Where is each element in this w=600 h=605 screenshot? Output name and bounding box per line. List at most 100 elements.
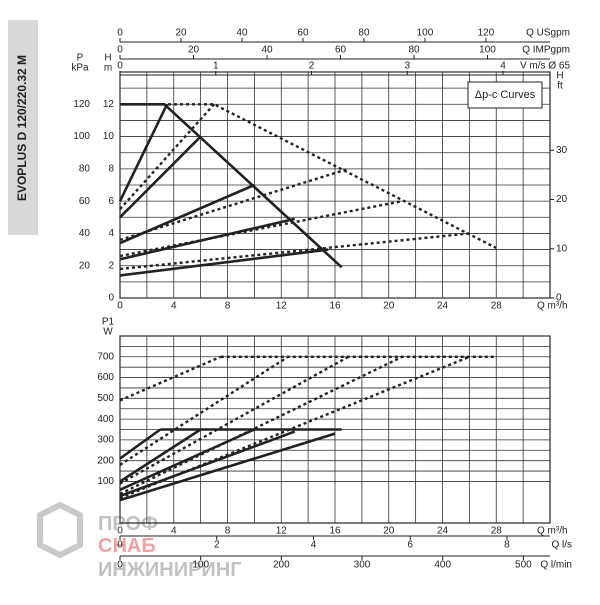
- y-tick-label: 2: [108, 260, 114, 271]
- curve: [119, 355, 289, 466]
- y-tick-label: 100: [97, 476, 114, 487]
- bottom-axis-label: Q l/min: [540, 560, 572, 571]
- left-axis-label: P: [77, 53, 84, 64]
- watermark-text: ИНЖИНИРИНГ: [98, 559, 242, 581]
- legend-box: [467, 81, 543, 109]
- curve: [119, 432, 336, 502]
- curve: [119, 428, 202, 483]
- top-tick-label: 2: [309, 61, 315, 72]
- x-tick-label: 0: [117, 526, 123, 537]
- bottom-tick-label: 0: [117, 540, 123, 551]
- curve: [119, 103, 215, 211]
- top-tick-label: 0: [117, 45, 123, 56]
- y-tick-label: 400: [97, 414, 114, 425]
- curve: [119, 167, 349, 242]
- curve: [119, 135, 202, 219]
- curve: [119, 217, 295, 261]
- top-axis-label: Q IMPgpm: [522, 45, 570, 56]
- y-axis-label: H: [104, 53, 111, 64]
- top-tick-label: 4: [500, 61, 506, 72]
- top-tick-label: 60: [297, 28, 309, 39]
- bottom-tick-label: 0: [117, 560, 123, 571]
- left-axis-unit: kPa: [71, 63, 89, 74]
- curve: [119, 232, 470, 271]
- right-axis-label: H: [556, 71, 563, 82]
- y-tick-label: 300: [97, 435, 114, 446]
- curve: [119, 355, 403, 495]
- top-axis-label: V m/s Ø 65: [520, 61, 570, 72]
- x-tick-label: 4: [171, 301, 177, 312]
- x-tick-label: 28: [491, 526, 503, 537]
- y-axis-unit: m: [104, 63, 112, 74]
- y-tick-label: 10: [103, 131, 115, 142]
- y-tick-label: 600: [97, 372, 114, 383]
- x-axis-label: Q m³/h: [537, 301, 568, 312]
- left-tick-label: 80: [79, 163, 91, 174]
- legend-text: Δp-c Curves: [475, 89, 536, 101]
- curve: [119, 355, 222, 402]
- bottom-tick-label: 200: [273, 560, 290, 571]
- chart-title: EVOPLUS D 120/220.32 M: [15, 55, 29, 201]
- x-tick-label: 24: [437, 301, 449, 312]
- bottom-tick-label: 400: [434, 560, 451, 571]
- top-tick-label: 60: [335, 45, 347, 56]
- top-axis-label: Q USgpm: [526, 28, 570, 39]
- x-axis-label: Q m³/h: [537, 526, 568, 537]
- right-tick-label: 20: [556, 194, 568, 205]
- watermark-text: ПРОФ: [98, 513, 158, 535]
- top-tick-label: 0: [117, 61, 123, 72]
- curve: [118, 103, 169, 202]
- left-tick-label: 120: [73, 99, 90, 110]
- top-tick-label: 1: [213, 61, 219, 72]
- watermark: ПРОФ СНАБ ИНЖИНИРИНГ: [37, 501, 242, 581]
- top-tick-label: 3: [405, 61, 411, 72]
- top-tick-label: 40: [236, 28, 248, 39]
- x-tick-label: 24: [437, 526, 449, 537]
- left-tick-label: 40: [79, 228, 91, 239]
- bottom-axis-label: Q l/s: [551, 540, 572, 551]
- top-tick-label: 40: [261, 45, 273, 56]
- bottom-tick-label: 2: [214, 540, 220, 551]
- x-tick-label: 20: [383, 301, 395, 312]
- top-tick-label: 80: [408, 45, 420, 56]
- x-tick-label: 12: [276, 301, 288, 312]
- top-tick-label: 100: [479, 45, 496, 56]
- watermark-logo: [37, 501, 83, 559]
- bottom-tick-label: 8: [504, 540, 510, 551]
- top-tick-label: 20: [175, 28, 187, 39]
- y-tick-label: 8: [108, 163, 114, 174]
- x-tick-label: 16: [329, 301, 341, 312]
- y-axis-label: P1: [102, 317, 115, 328]
- x-tick-label: 20: [383, 526, 395, 537]
- x-tick-label: 0: [117, 301, 123, 312]
- y-tick-label: 0: [108, 293, 114, 304]
- left-tick-label: 100: [73, 131, 90, 142]
- watermark-text: СНАБ: [98, 535, 156, 557]
- right-tick-label: 0: [556, 293, 562, 304]
- x-tick-label: 8: [225, 301, 231, 312]
- top-tick-label: 80: [358, 28, 370, 39]
- curve: [119, 248, 329, 277]
- left-tick-label: 60: [79, 196, 91, 207]
- right-tick-label: 10: [556, 243, 568, 254]
- bottom-tick-label: 500: [515, 560, 532, 571]
- x-tick-label: 16: [329, 526, 341, 537]
- y-tick-label: 12: [103, 99, 115, 110]
- curve: [119, 428, 162, 460]
- bottom-tick-label: 100: [192, 560, 209, 571]
- top-tick-label: 20: [188, 45, 200, 56]
- x-tick-label: 12: [276, 526, 288, 537]
- x-tick-label: 28: [491, 301, 503, 312]
- y-tick-label: 700: [97, 351, 114, 362]
- right-axis-unit: ft: [557, 81, 563, 92]
- bottom-tick-label: 4: [311, 540, 317, 551]
- bottom-tick-label: 300: [354, 560, 371, 571]
- curve: [119, 199, 403, 258]
- curve: [119, 183, 255, 245]
- y-axis-unit: W: [103, 327, 113, 338]
- curve: [119, 355, 350, 485]
- y-tick-label: 500: [97, 393, 114, 404]
- top-tick-label: 100: [417, 28, 434, 39]
- x-tick-label: 8: [225, 526, 231, 537]
